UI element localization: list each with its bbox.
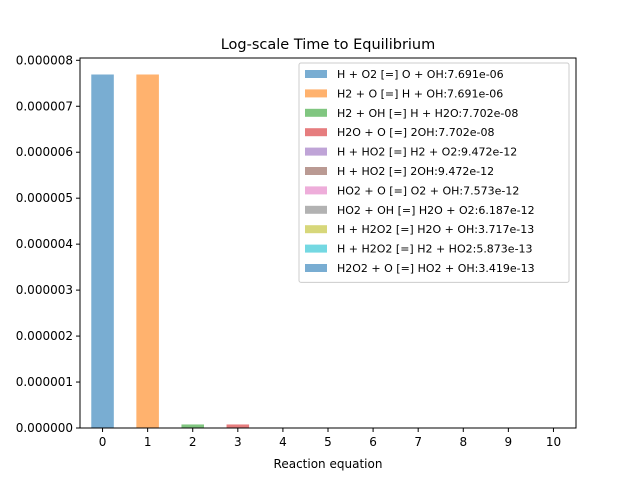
x-tick-label-5: 5: [324, 435, 332, 449]
legend-entry-3: H2O + O [=] 2OH:7.702e-08: [337, 126, 494, 139]
legend-entry-2: H2 + OH [=] H + H2O:7.702e-08: [337, 107, 518, 120]
x-tick-label-1: 1: [144, 435, 152, 449]
legend-swatch-2: [305, 108, 327, 117]
legend-swatch-10: [305, 264, 327, 272]
x-tick-label-0: 0: [99, 435, 107, 449]
y-ticks: 0.000000 0.000001 0.000002 0.000003 0.000004…: [16, 53, 80, 435]
chart-title: Log-scale Time to Equilibrium: [221, 37, 436, 53]
x-tick-label-10: 10: [546, 435, 561, 449]
y-tick-label-4: 0.000004: [16, 237, 73, 251]
x-axis-label: Reaction equation: [274, 457, 383, 471]
x-tick-label-3: 3: [234, 435, 242, 449]
y-tick-label-6: 0.000006: [16, 145, 73, 159]
legend-swatch-3: [305, 128, 327, 137]
legend-entry-10: H2O2 + O [=] HO2 + OH:3.419e-13: [337, 262, 535, 275]
x-tick-label-9: 9: [505, 435, 513, 449]
legend-entry-4: H + HO2 [=] H2 + O2:9.472e-12: [337, 146, 517, 159]
x-ticks: 0 1 2 3 4 5 6 7 8 9 10: [99, 428, 561, 449]
y-tick-label-7: 0.000007: [16, 99, 73, 113]
bar-0: [91, 74, 114, 429]
legend-swatch-7: [305, 205, 327, 214]
legend-box: [298, 62, 570, 283]
y-tick-label-3: 0.000003: [16, 283, 73, 297]
legend-entry-5: H + HO2 [=] 2OH:9.472e-12: [337, 165, 494, 178]
legend-swatch-6: [305, 186, 327, 195]
y-tick-label-8: 0.000008: [16, 53, 73, 67]
bars: [91, 74, 565, 429]
x-tick-label-6: 6: [369, 435, 377, 449]
y-tick-label-5: 0.000005: [16, 191, 73, 205]
bar-2: [181, 424, 204, 428]
y-tick-label-1: 0.000001: [16, 375, 73, 389]
x-tick-label-7: 7: [414, 435, 422, 449]
legend-entry-1: H2 + O [=] H + OH:7.691e-06: [337, 87, 503, 100]
legend-swatch-4: [305, 147, 327, 156]
legend-entry-8: H + H2O2 [=] H2O + OH:3.717e-13: [337, 223, 534, 236]
bar-1: [136, 74, 159, 429]
bar-3: [226, 424, 250, 428]
legend-swatch-8: [305, 225, 327, 234]
legend: H + O2 [=] O + OH:7.691e-06 H2 + O [=] H …: [298, 62, 570, 283]
legend-swatch-0: [305, 70, 327, 78]
x-tick-label-4: 4: [279, 435, 287, 449]
legend-entry-9: H + H2O2 [=] H2 + HO2:5.873e-13: [337, 243, 533, 256]
legend-swatch-5: [305, 167, 327, 175]
legend-entry-6: HO2 + O [=] O2 + OH:7.573e-12: [337, 184, 519, 197]
legend-swatch-1: [305, 89, 327, 98]
legend-entry-7: HO2 + OH [=] H2O + O2:6.187e-12: [337, 204, 535, 217]
x-tick-label-8: 8: [459, 435, 467, 449]
y-tick-label-2: 0.000002: [16, 329, 73, 343]
x-tick-label-2: 2: [189, 435, 197, 449]
legend-swatch-9: [305, 244, 327, 253]
legend-entry-0: H + O2 [=] O + OH:7.691e-06: [337, 68, 504, 81]
y-tick-label-0: 0.000000: [16, 421, 73, 435]
